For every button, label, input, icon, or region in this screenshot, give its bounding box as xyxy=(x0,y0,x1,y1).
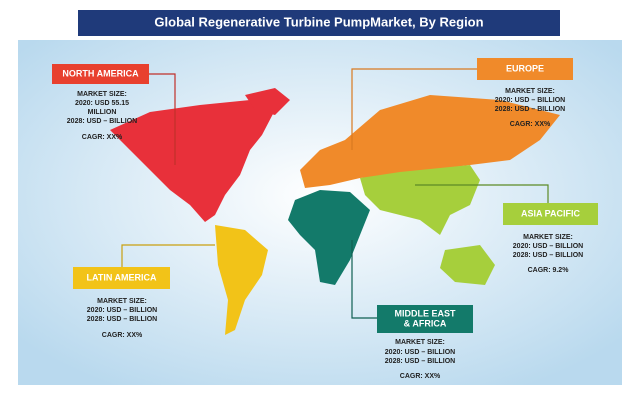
region-info: CAGR: 9.2% xyxy=(528,267,570,274)
connector xyxy=(351,240,377,319)
connectors xyxy=(121,68,549,319)
region-info: CAGR: XX% xyxy=(510,121,551,128)
region-info: MARKET SIZE: xyxy=(97,298,147,305)
region-info: CAGR: XX% xyxy=(400,373,441,380)
region-box xyxy=(52,64,149,84)
connector xyxy=(121,244,215,267)
region-name: LATIN AMERICA xyxy=(87,272,157,282)
region-labels: NORTH AMERICA MARKET SIZE: 2020: USD 55.15… xyxy=(52,58,598,380)
region-name: NORTH AMERICA xyxy=(62,68,139,78)
region-name: MIDDLE EAST xyxy=(394,308,456,318)
connector xyxy=(415,184,549,203)
region-info: MILLION xyxy=(88,109,117,116)
region-info: CAGR: XX% xyxy=(82,134,123,141)
region-info: MARKET SIZE: xyxy=(395,339,445,346)
region-info: 2020: USD – BILLION xyxy=(385,349,455,356)
title: Global Regenerative Turbine PumpMarket, … xyxy=(154,14,483,29)
region-info: 2028: USD – BILLION xyxy=(87,316,157,323)
region-info: 2028: USD – BILLION xyxy=(513,252,583,259)
region-info: 2020: USD 55.15 xyxy=(75,100,129,107)
region-info: MARKET SIZE: xyxy=(77,91,127,98)
region-box xyxy=(377,305,473,333)
map xyxy=(110,88,560,335)
africa-shape xyxy=(288,190,370,285)
region-info: 2020: USD – BILLION xyxy=(495,97,565,104)
region-name: & AFRICA xyxy=(404,318,447,328)
region-name: ASIA PACIFIC xyxy=(521,208,581,218)
region-box xyxy=(73,267,170,289)
title-banner xyxy=(78,10,560,36)
connector xyxy=(149,73,176,165)
region-box xyxy=(477,58,573,80)
region-info: 2020: USD – BILLION xyxy=(513,243,583,250)
region-name: EUROPE xyxy=(506,63,544,73)
australia-shape xyxy=(440,245,495,285)
europe-shape xyxy=(300,95,560,188)
asia-shape xyxy=(360,165,480,235)
north-america-shape xyxy=(110,100,275,222)
latin-america-shape xyxy=(215,225,268,335)
region-info: CAGR: XX% xyxy=(102,332,143,339)
region-info: 2020: USD – BILLION xyxy=(87,307,157,314)
region-info: 2028: USD – BILLION xyxy=(385,358,455,365)
greenland-shape xyxy=(245,88,290,115)
region-info: 2028: USD – BILLION xyxy=(67,118,137,125)
region-box xyxy=(503,203,598,225)
region-info: 2028: USD – BILLION xyxy=(495,106,565,113)
connector xyxy=(351,68,477,150)
region-info: MARKET SIZE: xyxy=(505,88,555,95)
region-info: MARKET SIZE: xyxy=(523,234,573,241)
